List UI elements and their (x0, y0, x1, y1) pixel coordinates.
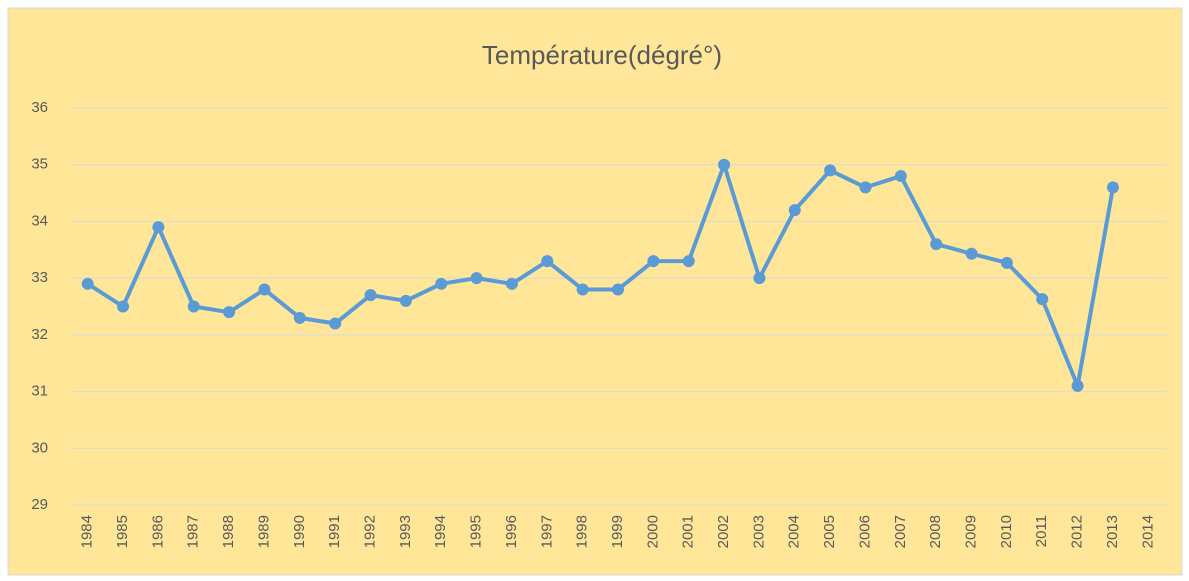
x-tick-label: 1995 (468, 515, 485, 548)
data-point (399, 294, 412, 307)
x-tick-label: 2004 (786, 515, 803, 548)
data-point (293, 311, 306, 324)
y-tick-label: 31 (31, 383, 48, 400)
x-tick-label: 1998 (574, 515, 591, 548)
data-point (223, 306, 236, 319)
x-tick-label: 2007 (892, 515, 909, 548)
y-tick-label: 35 (31, 156, 48, 173)
x-tick-label: 2011 (1033, 515, 1050, 547)
data-point (329, 317, 342, 330)
data-point (788, 204, 801, 217)
x-tick-label: 2002 (715, 515, 732, 548)
x-tick-label: 2003 (750, 515, 767, 548)
x-tick-label: 2008 (927, 515, 944, 548)
x-tick-label: 1994 (432, 515, 449, 548)
x-tick-label: 2005 (821, 515, 838, 548)
data-point (470, 272, 483, 285)
x-tick-label: 2014 (1139, 515, 1156, 548)
x-tick-label: 2006 (856, 515, 873, 548)
data-point (1000, 256, 1013, 269)
x-tick-label: 1992 (361, 515, 378, 548)
data-point (930, 238, 943, 251)
y-tick-label: 33 (31, 269, 48, 286)
x-tick-label: 1989 (255, 515, 272, 548)
y-tick-label: 29 (31, 496, 48, 513)
data-point (894, 170, 907, 183)
data-point (647, 255, 660, 268)
chart-title: Température(dégré°) (482, 40, 722, 70)
x-tick-label: 2009 (963, 515, 980, 548)
data-point (965, 247, 978, 260)
x-tick-label: 2012 (1069, 515, 1086, 548)
data-point (435, 277, 448, 290)
data-point (612, 283, 624, 296)
data-point (364, 289, 377, 302)
chart-area (7, 7, 1183, 576)
data-point (541, 255, 554, 268)
x-tick-label: 2000 (644, 515, 661, 548)
y-tick-label: 30 (31, 439, 48, 456)
data-point (81, 277, 94, 290)
x-tick-label: 1988 (220, 515, 237, 548)
x-tick-label: 2010 (998, 515, 1015, 548)
x-tick-label: 1987 (185, 515, 202, 548)
data-point (152, 221, 165, 234)
x-tick-label: 1991 (326, 515, 343, 548)
x-tick-label: 1990 (291, 515, 308, 548)
x-tick-label: 1984 (79, 515, 96, 548)
x-tick-label: 2001 (680, 515, 697, 548)
x-tick-label: 1999 (609, 515, 626, 548)
data-point (1036, 293, 1049, 306)
data-point (682, 255, 695, 268)
data-point (187, 300, 200, 313)
data-point (258, 283, 271, 296)
y-tick-label: 34 (31, 212, 48, 229)
x-tick-label: 1996 (503, 515, 520, 548)
data-point (718, 158, 731, 171)
data-point (576, 283, 589, 296)
data-point (1106, 181, 1119, 194)
data-point (1071, 379, 1084, 392)
y-tick-label: 36 (31, 99, 48, 116)
data-point (753, 272, 766, 285)
data-point (859, 181, 872, 194)
data-point (824, 164, 837, 177)
data-point (505, 277, 518, 290)
x-tick-label: 1986 (149, 515, 166, 548)
x-tick-label: 1985 (114, 515, 131, 548)
x-tick-label: 2013 (1104, 515, 1121, 548)
x-tick-label: 1993 (397, 515, 414, 548)
x-tick-label: 1997 (538, 515, 555, 548)
data-line (86, 162, 1115, 388)
data-point (117, 300, 130, 313)
y-tick-label: 32 (31, 326, 48, 343)
